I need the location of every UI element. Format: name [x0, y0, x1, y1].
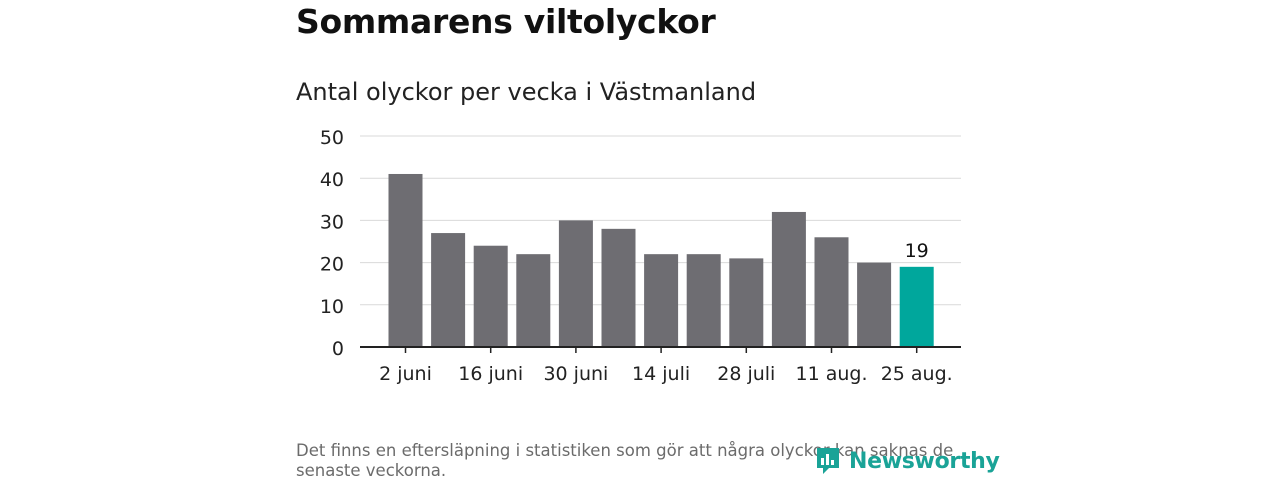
bar-28-juli — [729, 258, 764, 347]
y-axis-labels: 0 10 20 30 40 50 — [320, 127, 344, 360]
chart-subtitle: Antal olyckor per vecka i Västmanland — [296, 78, 757, 106]
brand-logo[interactable]: Newsworthy — [815, 446, 1000, 476]
chart-title: Sommarens viltolyckor — [296, 2, 716, 41]
bar-11-aug- — [814, 237, 849, 347]
bar-23-juni — [516, 254, 551, 347]
bar-2-juni — [388, 173, 423, 347]
x-tick-label: 25 aug. — [881, 363, 953, 385]
bar-14-juli — [644, 254, 679, 347]
bar-25-aug- — [899, 266, 934, 347]
data-labels: 19 — [905, 240, 929, 262]
bar-18-aug- — [857, 262, 892, 347]
bar-16-juni — [473, 245, 508, 347]
bar-7-juli — [601, 228, 636, 347]
x-tick-label: 30 juni — [543, 363, 608, 385]
bar-9-juni — [431, 233, 466, 347]
bar-chart-logo-icon — [817, 448, 839, 474]
brand-name: Newsworthy — [849, 448, 1000, 474]
x-tick-label: 2 juni — [379, 363, 432, 385]
y-tick-label: 50 — [320, 127, 344, 149]
y-tick-label: 0 — [332, 338, 344, 360]
x-tick-label: 28 juli — [717, 363, 775, 385]
x-axis-labels: 2 juni 16 juni 30 juni 14 juli 28 juli 11 aug… — [379, 347, 953, 385]
x-tick-label: 11 aug. — [795, 363, 867, 385]
y-tick-label: 40 — [320, 169, 344, 191]
y-tick-label: 30 — [320, 211, 344, 233]
bars — [388, 173, 934, 347]
footnote: Det finns en eftersläpning i statistiken… — [296, 441, 954, 480]
x-tick-label: 14 juli — [632, 363, 690, 385]
bar-21-juli — [686, 254, 721, 347]
y-tick-label: 20 — [320, 254, 344, 276]
y-tick-label: 10 — [320, 296, 344, 318]
bar-4-aug- — [771, 211, 806, 347]
data-label: 19 — [905, 240, 929, 262]
bar-30-juni — [558, 220, 593, 347]
x-tick-label: 16 juni — [458, 363, 523, 385]
